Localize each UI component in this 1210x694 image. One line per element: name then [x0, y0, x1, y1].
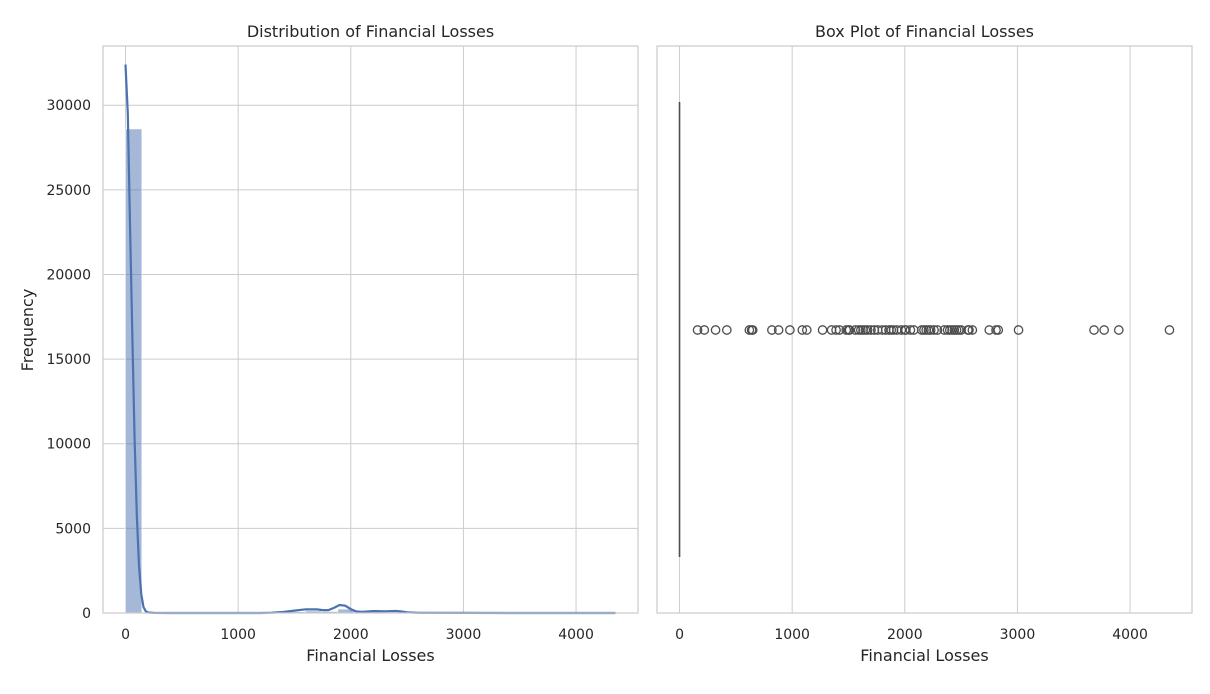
- histogram-x-label: Financial Losses: [306, 646, 434, 665]
- x-tick-label: 2000: [333, 627, 369, 643]
- x-tick-label: 3000: [1000, 627, 1036, 643]
- y-tick-label: 30000: [46, 98, 91, 114]
- outlier-point: [1013, 325, 1024, 335]
- outlier-point: [862, 325, 873, 335]
- outlier-point: [817, 325, 828, 335]
- outlier-point: [831, 325, 841, 335]
- outlier-point: [866, 325, 876, 335]
- histogram-panel: 0 1000 2000 3000 4000 0 5000 10000 15000 20000 25…: [18, 22, 639, 665]
- y-tick-label: 0: [82, 606, 91, 622]
- histogram-y-ticks: 0 5000 10000 15000 20000 25000 30000: [46, 98, 91, 622]
- histogram-bars: [125, 128, 404, 614]
- outlier-point: [747, 325, 758, 335]
- outlier-point: [967, 325, 978, 335]
- outlier-point: [710, 325, 721, 335]
- histogram-title: Distribution of Financial Losses: [247, 22, 494, 41]
- outlier-point: [699, 325, 710, 335]
- outlier-point: [721, 325, 732, 335]
- x-tick-label: 1000: [774, 627, 810, 643]
- x-tick-label: 1000: [220, 627, 256, 643]
- outlier-point: [1089, 325, 1099, 335]
- boxplot-panel: 0 1000 2000 3000 4000 Box Plot of Financial …: [656, 22, 1193, 665]
- histogram-frame: [102, 45, 639, 614]
- histogram-y-label: Frequency: [18, 289, 37, 372]
- outlier-point: [801, 325, 812, 335]
- x-tick-label: 4000: [1112, 627, 1148, 643]
- boxplot-frame: [656, 45, 1193, 614]
- x-tick-label: 4000: [558, 627, 594, 643]
- outlier-point: [1113, 325, 1124, 335]
- x-tick-label: 0: [121, 627, 130, 643]
- y-tick-label: 15000: [46, 352, 91, 368]
- x-tick-label: 3000: [446, 627, 482, 643]
- boxplot-x-ticks: 0 1000 2000 3000 4000: [675, 627, 1148, 643]
- outlier-point: [1099, 325, 1109, 335]
- boxplot-title: Box Plot of Financial Losses: [815, 22, 1034, 41]
- y-tick-label: 10000: [46, 437, 91, 453]
- y-tick-label: 5000: [55, 521, 91, 537]
- x-tick-label: 0: [675, 627, 684, 643]
- boxplot-outliers: [692, 325, 1175, 335]
- x-tick-label: 2000: [887, 627, 923, 643]
- outlier-point: [932, 325, 943, 335]
- outlier-point: [785, 325, 795, 335]
- outlier-point: [692, 325, 703, 335]
- kde-curve: [124, 64, 616, 615]
- y-tick-label: 25000: [46, 183, 91, 199]
- y-tick-label: 20000: [46, 267, 91, 283]
- outlier-point: [1164, 325, 1175, 335]
- boxplot-x-label: Financial Losses: [860, 646, 988, 665]
- outlier-point: [929, 325, 939, 335]
- outlier-point: [773, 325, 784, 335]
- outlier-point: [767, 325, 777, 335]
- histogram-x-ticks: 0 1000 2000 3000 4000: [121, 627, 594, 643]
- outlier-point: [797, 325, 808, 335]
- outlier-point: [905, 325, 916, 335]
- outlier-point: [964, 325, 974, 335]
- outlier-point: [993, 325, 1004, 335]
- histogram-grid: [103, 46, 638, 614]
- outlier-point: [925, 325, 936, 335]
